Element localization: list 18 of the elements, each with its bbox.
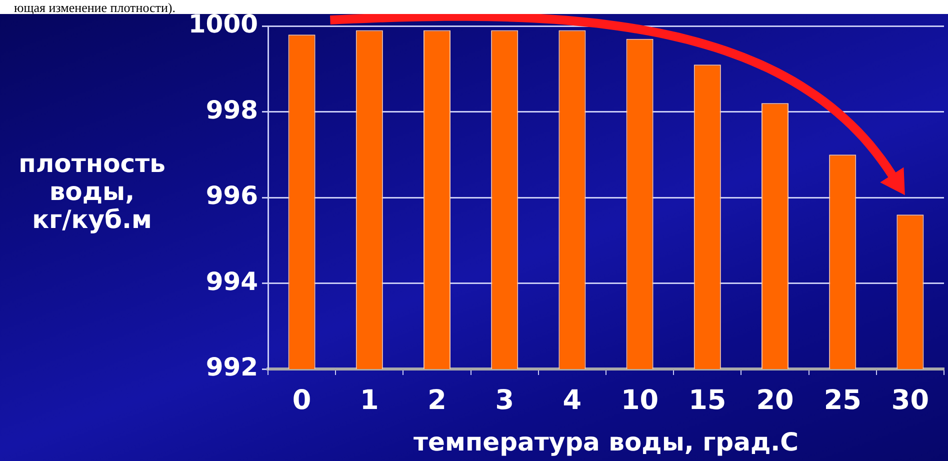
y-tick-label: 1000 [188,10,258,38]
text: ющая изменение плотности). [14,0,176,15]
x-tick-label: 20 [756,385,794,416]
y-tick-label: 998 [206,95,258,124]
x-axis-title: температура воды, град.С [414,428,798,456]
x-tick-label: 10 [621,385,659,416]
y-tick-label: 996 [206,181,258,210]
x-tick-label: 4 [562,385,582,416]
x-tick-label: 1 [360,385,379,416]
y-tick-label: 992 [206,352,258,382]
x-tick-label: 3 [495,385,514,416]
x-tick-label: 2 [428,385,446,416]
x-tick-label: 25 [824,385,862,416]
x-tick-label: 15 [688,385,726,416]
y-axis-title: плотность воды, кг/куб.м [18,149,166,234]
y-tick-label: 994 [206,266,258,296]
x-tick-label: 0 [292,385,312,416]
x-tick-label: 30 [891,385,929,416]
